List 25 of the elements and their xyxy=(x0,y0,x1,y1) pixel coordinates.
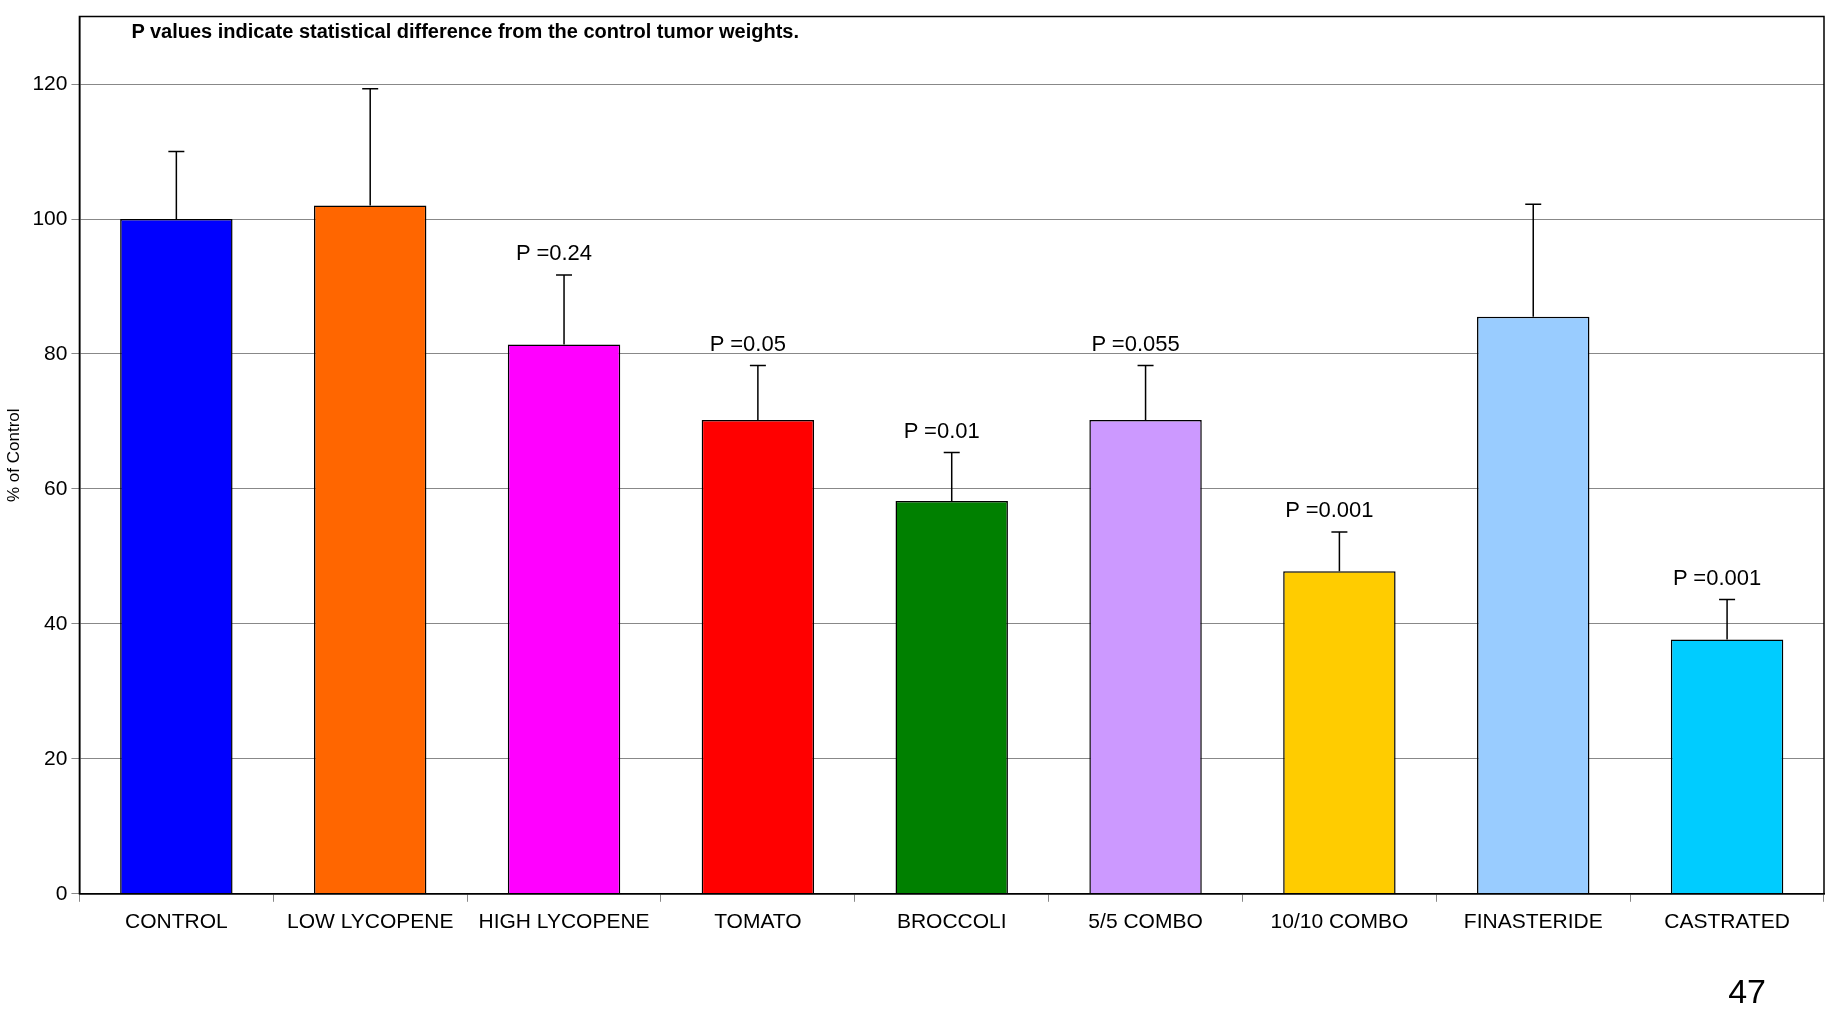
x-tick-label: LOW LYCOPENE xyxy=(286,909,454,933)
annotation: P values indicate statistical difference from the control tumor weights. xyxy=(131,20,800,43)
annotation: P =0.055 xyxy=(1091,330,1180,356)
x-tick-label: TOMATO xyxy=(714,909,802,933)
text: 47 xyxy=(1728,972,1766,1011)
x-tick-label: CONTROL xyxy=(125,909,228,933)
annotation: P =0.001 xyxy=(1672,564,1762,590)
y-axis-title: % of Control xyxy=(3,408,23,502)
x-tick-label: 5/5 COMBO xyxy=(1088,909,1203,933)
y-tick-label: 40 xyxy=(44,610,68,634)
annotation: P =0.05 xyxy=(709,330,786,356)
x-tick-label: FINASTERIDE xyxy=(1463,909,1603,933)
annotation: P =0.001 xyxy=(1285,497,1374,523)
x-tick-label: HIGH LYCOPENE xyxy=(478,909,650,933)
x-tick-label: CASTRATED xyxy=(1664,909,1790,933)
y-tick-label: 100 xyxy=(32,205,68,229)
y-tick-label: 60 xyxy=(44,475,68,499)
annotation: P =0.01 xyxy=(903,417,980,443)
y-tick-label: 120 xyxy=(32,70,68,94)
y-tick-label: 20 xyxy=(44,745,68,769)
x-tick-label: 10/10 COMBO xyxy=(1270,909,1409,933)
annotation: P =0.24 xyxy=(516,240,593,266)
x-tick-label: BROCCOLI xyxy=(896,909,1007,933)
y-tick-label: 0 xyxy=(55,880,68,904)
y-tick-label: 80 xyxy=(44,340,68,364)
